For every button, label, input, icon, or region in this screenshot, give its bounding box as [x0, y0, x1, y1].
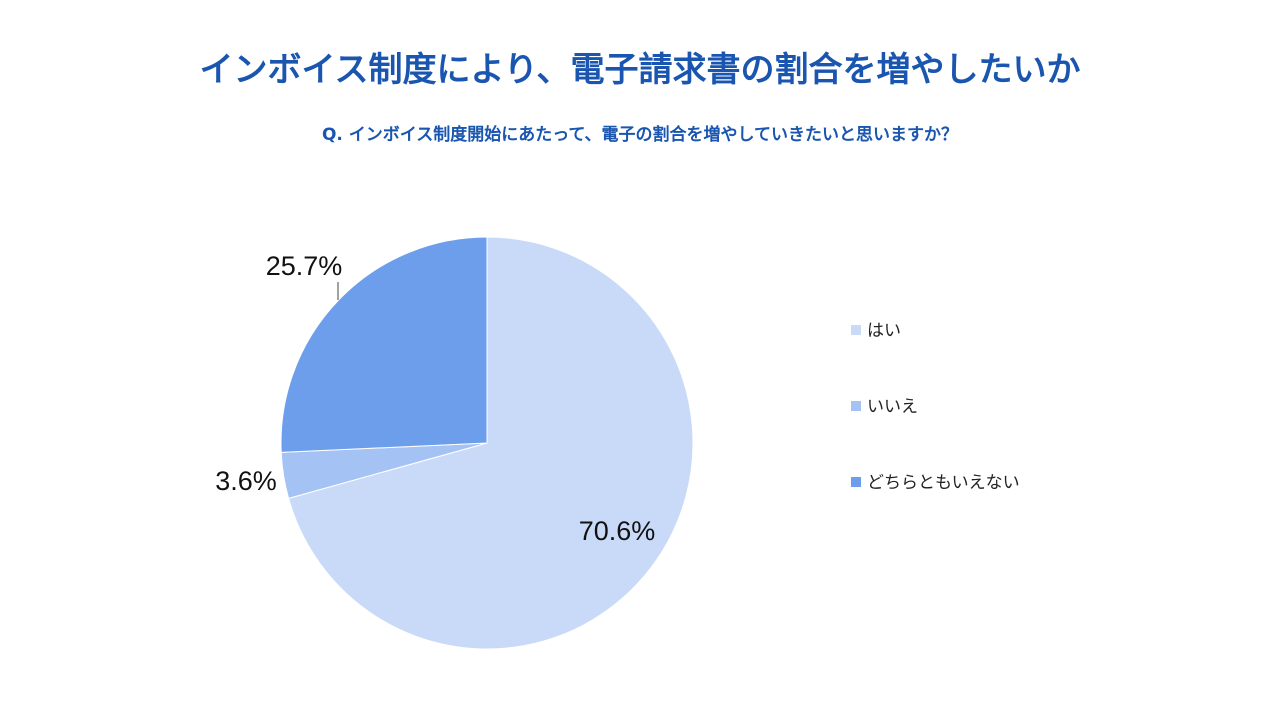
pie-slice-1 [287, 236, 694, 650]
legend-swatch-2 [851, 401, 861, 411]
legend-label-1: はい [867, 321, 901, 341]
legend-swatch-1 [851, 325, 861, 335]
legend-label-3: どちらともいえない [867, 473, 1020, 493]
slice-value-label-3: 25.7% [266, 251, 343, 281]
slice-value-label-1: 70.6% [579, 516, 656, 546]
legend-swatch-3 [851, 477, 861, 487]
slice-value-label-2: 3.6% [215, 466, 277, 496]
pie-slice-3 [280, 236, 488, 453]
legend-label-2: いいえ [867, 397, 918, 417]
chart-title: インボイス制度により、電子請求書の割合を増やしたいか [199, 50, 1081, 90]
pie-slices [280, 236, 694, 650]
slice-labels: 70.6% 3.6% 25.7% [215, 251, 655, 546]
chart-subtitle: Q. インボイス制度開始にあたって、電子の割合を増やしていきたいと思いますか？ [321, 125, 959, 145]
